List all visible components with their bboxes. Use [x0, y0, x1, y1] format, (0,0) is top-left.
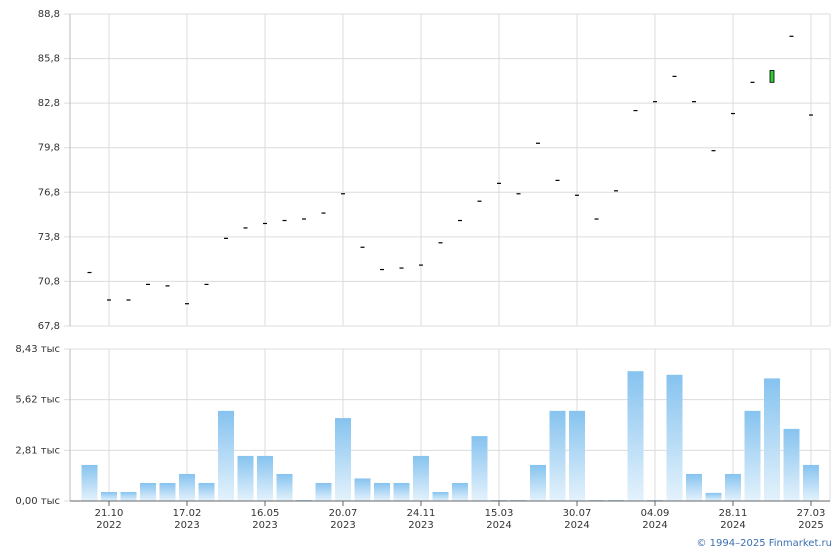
x-tick-label-line: 15.03 [485, 508, 514, 519]
x-tick-label: 17.02 2023 [173, 508, 202, 531]
x-tick-label-line: 2023 [408, 520, 433, 531]
y-tick-label: 79,8 [38, 143, 60, 154]
x-tick-label-line: 28.11 [719, 508, 748, 519]
x-tick-label: 30.07 2024 [563, 508, 592, 531]
x-tick-label: 15.03 2024 [485, 508, 514, 531]
volume-bar [315, 482, 332, 501]
volume-bar [257, 455, 273, 501]
x-tick-label: 21.10 2022 [95, 508, 124, 531]
volume-bar [666, 374, 683, 501]
x-tick-label-line: 21.10 [95, 508, 124, 519]
x-tick-label-line: 20.07 [329, 508, 358, 519]
volume-bar [354, 478, 371, 501]
x-tick-label-line: 16.05 [251, 508, 280, 519]
y-tick-label: 70,8 [38, 276, 60, 287]
x-tick-label-line: 2024 [642, 520, 667, 531]
volume-bar [335, 418, 351, 501]
volume-bar [549, 410, 566, 501]
volume-bar [452, 482, 468, 501]
x-tick-label: 20.07 2023 [329, 508, 358, 531]
volume-bar [393, 482, 410, 501]
x-tick-label-line: 2024 [486, 520, 511, 531]
volume-bar [159, 482, 176, 501]
x-tick-label-line: 2024 [564, 520, 589, 531]
y-tick-label: 85,8 [38, 54, 60, 65]
x-tick-label: 04.09 2024 [641, 508, 670, 531]
x-tick-label-line: 04.09 [641, 508, 670, 519]
y-tick-label: 67,8 [38, 321, 60, 332]
y-tick-label: 82,8 [38, 98, 60, 109]
volume-bar [198, 482, 215, 501]
copyright: © 1994–2025 Finmarket.ru [696, 538, 832, 549]
volume-bar [627, 371, 644, 501]
volume-bar [725, 473, 741, 501]
x-tick-label-line: 2023 [174, 520, 199, 531]
y-tick-label: 88,8 [38, 9, 60, 20]
volume-bar [81, 464, 98, 501]
y-tick-label: 73,8 [38, 232, 60, 243]
x-tick-label-line: 27.03 [797, 508, 826, 519]
x-tick-label-line: 2023 [330, 520, 355, 531]
x-tick-label-line: 17.02 [173, 508, 202, 519]
volume-bar [276, 473, 293, 501]
volume-bar [374, 482, 390, 501]
x-tick-label: 28.11 2024 [719, 508, 748, 531]
volume-bar [413, 455, 429, 501]
y-tick-label: 5,62 тыс [15, 395, 60, 406]
x-tick-label-line: 30.07 [563, 508, 592, 519]
candle [769, 70, 775, 83]
volume-bar [803, 464, 819, 501]
x-tick-label: 24.11 2023 [407, 508, 436, 531]
x-tick-label-line: 2025 [798, 520, 823, 531]
y-tick-label: 8,43 тыс [15, 344, 60, 355]
volume-bar [237, 455, 254, 501]
x-tick-label: 27.03 2025 [797, 508, 826, 531]
volume-bar [471, 436, 488, 501]
volume-bar [764, 378, 780, 501]
volume-bar [686, 473, 702, 501]
volume-bar [530, 464, 546, 501]
y-tick-label: 76,8 [38, 187, 60, 198]
volume-bar [140, 482, 156, 501]
volume-bar [705, 492, 722, 501]
y-tick-label: 0,00 тыс [15, 496, 60, 507]
volume-bar [120, 491, 137, 501]
volume-bar [569, 410, 585, 501]
x-tick-label-line: 24.11 [407, 508, 436, 519]
x-tick-label: 16.05 2023 [251, 508, 280, 531]
y-tick-label: 2,81 тыс [15, 445, 60, 456]
volume-bar [744, 410, 761, 501]
x-tick-label-line: 2024 [720, 520, 745, 531]
volume-bar [179, 473, 195, 501]
volume-bar [218, 410, 234, 501]
volume-bar [432, 491, 449, 501]
volume-bar [783, 428, 800, 501]
x-tick-label-line: 2022 [96, 520, 121, 531]
x-tick-label-line: 2023 [252, 520, 277, 531]
volume-bar [101, 491, 117, 501]
